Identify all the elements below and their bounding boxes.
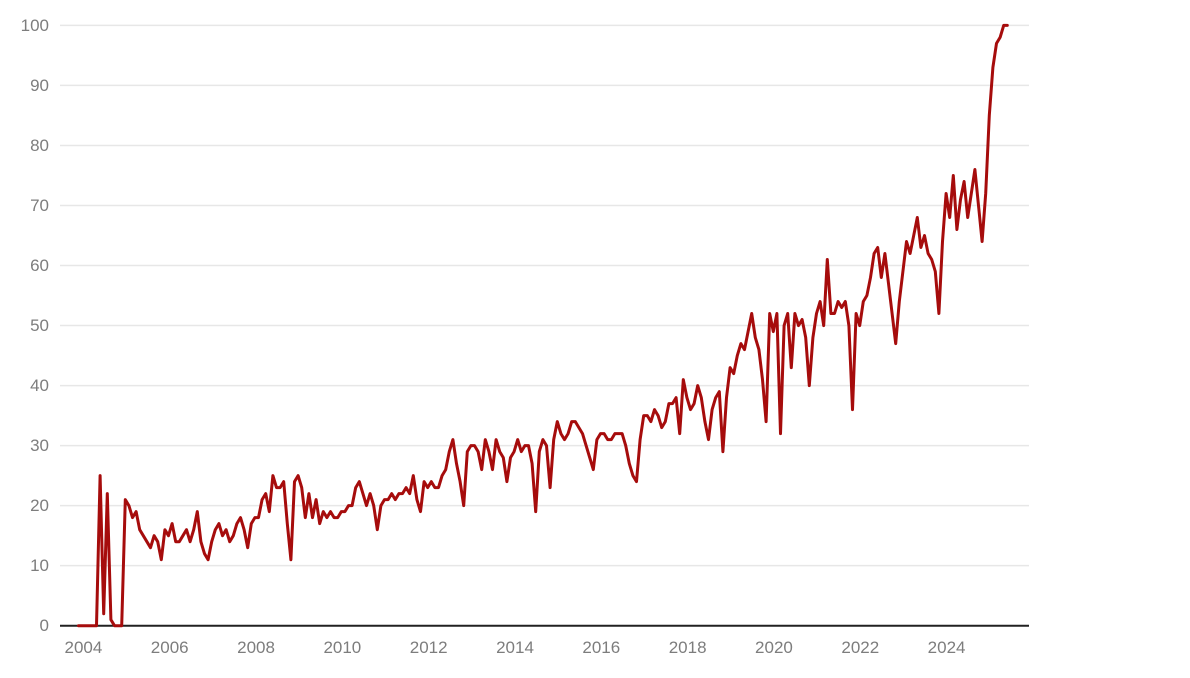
y-axis-tick-label: 70 <box>30 196 49 215</box>
x-axis-tick-label: 2020 <box>755 638 793 657</box>
x-axis-tick-label: 2006 <box>151 638 189 657</box>
x-axis-tick-label: 2022 <box>841 638 879 657</box>
y-axis-tick-label: 90 <box>30 76 49 95</box>
y-axis-tick-label: 80 <box>30 136 49 155</box>
y-axis-tick-label: 20 <box>30 496 49 515</box>
x-axis-tick-label: 2018 <box>669 638 707 657</box>
x-axis-tick-label: 2014 <box>496 638 534 657</box>
y-axis-tick-label: 30 <box>30 436 49 455</box>
x-axis-tick-label: 2004 <box>64 638 102 657</box>
x-axis-tick-label: 2024 <box>928 638 966 657</box>
y-axis-tick-label: 40 <box>30 376 49 395</box>
x-axis-tick-label: 2008 <box>237 638 275 657</box>
x-axis-tick-label: 2016 <box>582 638 620 657</box>
y-axis-tick-label: 60 <box>30 256 49 275</box>
trend-line <box>77 23 1009 628</box>
y-axis-tick-label: 100 <box>21 16 49 35</box>
x-axis-tick-label: 2012 <box>410 638 448 657</box>
y-axis-tick-label: 0 <box>40 616 49 635</box>
x-axis-tick-label: 2010 <box>323 638 361 657</box>
y-axis-tick-label: 50 <box>30 316 49 335</box>
y-axis-tick-label: 10 <box>30 556 49 575</box>
